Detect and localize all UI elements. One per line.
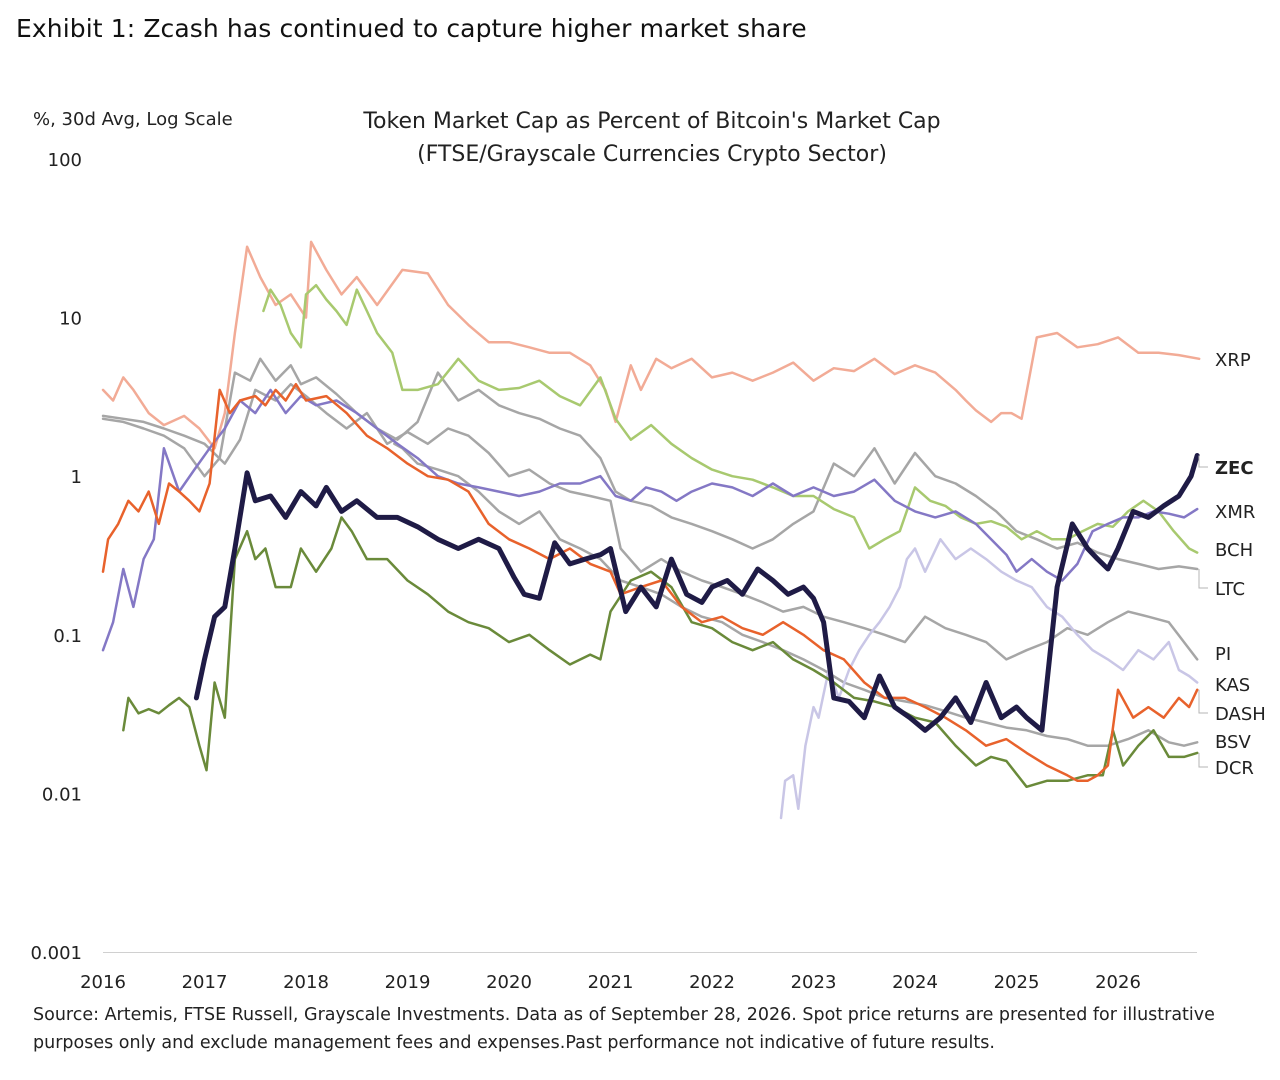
series-label-dcr: DCR (1215, 758, 1254, 779)
label-leader-dash (1198, 689, 1208, 714)
series-line-xrp (101, 240, 1201, 450)
series-line-bsv (393, 442, 1199, 747)
label-leader-dcr (1198, 752, 1208, 768)
x-tick-label: 2019 (385, 972, 431, 993)
series-label-xrp: XRP (1215, 350, 1251, 371)
series-line-ltc (101, 357, 1199, 571)
y-tick-label: 1 (71, 467, 82, 488)
exhibit-title: Exhibit 1: Zcash has continued to captur… (16, 14, 807, 43)
x-tick-label: 2016 (80, 972, 126, 993)
series-line-zec (193, 453, 1200, 733)
x-tick-label: 2018 (283, 972, 329, 993)
series-label-kas: KAS (1215, 675, 1250, 696)
y-tick-label: 100 (48, 150, 82, 171)
x-tick-label: 2023 (791, 972, 837, 993)
y-tick-label: 0.1 (53, 626, 82, 647)
chart-subtitle: (FTSE/Grayscale Currencies Crypto Sector… (417, 142, 887, 167)
series-label-dash: DASH (1215, 704, 1266, 725)
series-label-xmr: XMR (1215, 502, 1255, 523)
x-tick-label: 2026 (1095, 972, 1141, 993)
label-leader-ltc (1198, 569, 1208, 589)
x-tick-label: 2024 (892, 972, 938, 993)
x-tick-label: 2021 (588, 972, 634, 993)
label-leader-lines (1198, 455, 1208, 768)
source-note: Source: Artemis, FTSE Russell, Grayscale… (33, 1005, 1215, 1053)
series-line-dcr (122, 516, 1199, 789)
series-label-ltc: LTC (1215, 579, 1245, 600)
series-labels: XRP ZEC XMR BCH LTC PI KAS DASH BSV DCR (1215, 350, 1266, 779)
series-line-kas (779, 538, 1199, 820)
x-tick-label: 2020 (486, 972, 532, 993)
series-label-zec: ZEC (1215, 458, 1254, 479)
series-lines (101, 240, 1201, 820)
x-axis-ticks: 2016 2017 2018 2019 2020 2021 2022 2023 2024 2025… (80, 972, 1141, 993)
series-line-dash (101, 382, 1199, 783)
series-line-xmr (101, 388, 1199, 652)
chart-title: Token Market Cap as Percent of Bitcoin's… (362, 109, 940, 134)
series-label-bsv: BSV (1215, 732, 1251, 753)
x-tick-label: 2017 (182, 972, 228, 993)
y-axis-ticks: 100 10 1 0.1 0.01 0.001 (30, 150, 82, 964)
y-tick-label: 0.01 (42, 784, 82, 805)
label-leader-zec (1198, 455, 1208, 468)
y-tick-label: 10 (59, 309, 82, 330)
y-axis-unit-label: %, 30d Avg, Log Scale (33, 109, 233, 130)
y-tick-label: 0.001 (30, 943, 82, 964)
series-label-pi: PI (1215, 644, 1231, 665)
x-tick-label: 2022 (689, 972, 735, 993)
series-label-bch: BCH (1215, 540, 1253, 561)
x-tick-label: 2025 (994, 972, 1040, 993)
market-cap-chart: %, 30d Avg, Log Scale Token Market Cap a… (30, 109, 1266, 993)
series-line-bch (262, 283, 1199, 554)
